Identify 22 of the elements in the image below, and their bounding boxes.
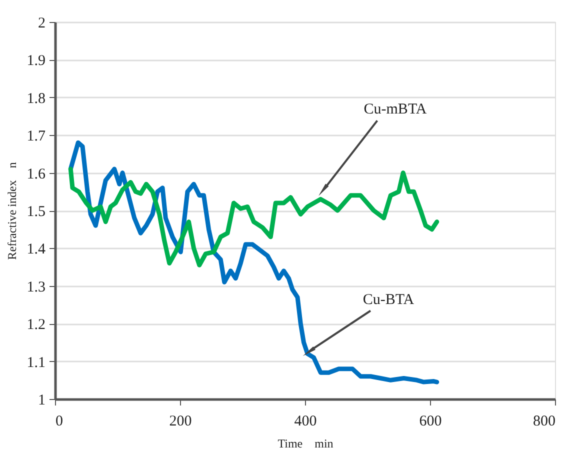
y-tick-label: 1.4 [26,242,46,258]
x-tick-label: 600 [419,414,442,430]
y-tick-label: 1.2 [26,317,46,334]
y-tick-label: 1.1 [26,354,46,371]
annotation: Cu-BTA [362,292,414,308]
y-tick-label: 1.3 [26,279,46,296]
x-axis-title: Time min [278,436,334,450]
x-tick-label: 0 [56,414,63,430]
y-axis-title: Refractive index n [4,162,19,260]
y-tick-label: 1.7 [26,128,46,145]
y-tick-label: 1 [38,392,46,408]
x-tick-label: 200 [169,414,192,430]
y-tick-label: 2 [38,16,46,32]
y-tick-label: 1.6 [26,166,46,182]
y-tick-label: 1.9 [26,53,46,70]
y-tick-label: 1.8 [26,90,46,107]
x-tick-label: 400 [294,414,317,430]
annotation: Cu-mBTA [364,102,427,118]
line-series [68,140,440,384]
y-tick-label: 1.5 [26,204,46,220]
x-tick-label: 800 [533,414,556,430]
line-series [68,166,440,268]
